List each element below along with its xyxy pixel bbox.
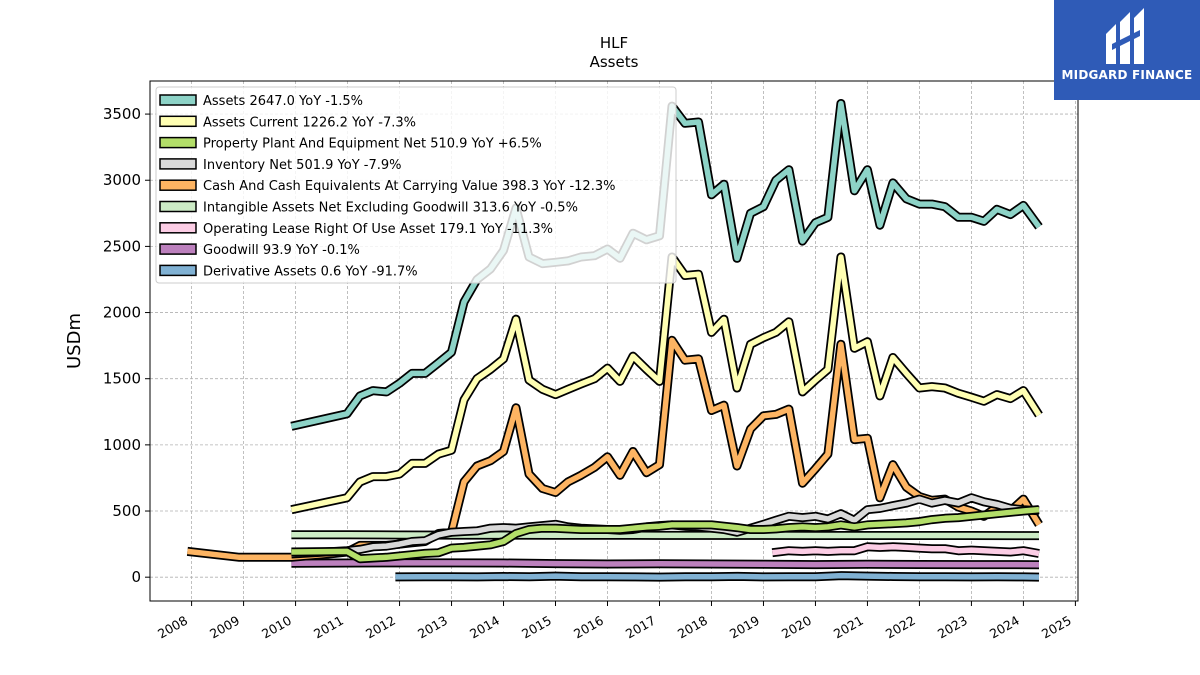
legend-swatch [159, 200, 197, 213]
legend-label: Cash And Cash Equivalents At Carrying Va… [203, 179, 615, 194]
series-property-plant-and-equipment-net [291, 505, 1040, 564]
x-tick-label: 2016 [571, 613, 606, 642]
x-tick-label: 2011 [311, 613, 346, 642]
legend-label: Property Plant And Equipment Net 510.9 Y… [203, 137, 542, 152]
legend-swatch [159, 158, 197, 170]
series-line [291, 560, 1040, 568]
series-derivative-assets [395, 571, 1040, 582]
x-tick-label: 2018 [675, 613, 710, 642]
series-goodwill [291, 558, 1040, 570]
legend-label: Inventory Net 501.9 YoY -7.9% [203, 158, 402, 173]
x-tick-label: 2021 [831, 613, 866, 642]
legend-swatch [159, 115, 197, 128]
y-tick-label: 500 [112, 502, 141, 520]
y-tick-label: 1000 [103, 436, 141, 454]
legend-label: Operating Lease Right Of Use Asset 179.1… [203, 222, 553, 237]
x-tick-label: 2025 [1039, 613, 1074, 642]
legend-label: Assets Current 1226.2 YoY -7.3% [203, 115, 416, 130]
series-intangible-assets-net-excluding-goodwill [291, 530, 1040, 541]
x-tick-label: 2022 [883, 613, 918, 642]
y-axis-ticks: 0 500 1000 1500 2000 2500 3000 3500 [103, 105, 150, 586]
legend-swatch [159, 136, 197, 149]
legend-swatch [159, 264, 197, 277]
x-tick-label: 2010 [259, 613, 294, 642]
y-tick-label: 1500 [103, 370, 141, 388]
legend-label: Assets 2647.0 YoY -1.5% [203, 94, 363, 109]
x-tick-label: 2019 [727, 613, 762, 642]
brand-logo: MIDGARD FINANCE [1054, 0, 1200, 100]
legend-box [155, 86, 677, 284]
legend-swatch [159, 243, 197, 255]
x-tick-label: 2013 [415, 613, 450, 642]
x-tick-label: 2023 [935, 613, 970, 642]
plot-frame [149, 80, 1079, 602]
x-tick-label: 2017 [623, 613, 658, 642]
series-assets [290, 99, 1043, 431]
legend-label: Intangible Assets Net Excluding Goodwill… [203, 201, 578, 216]
series-line [291, 532, 1040, 539]
series-operating-lease-right-of-use-asset [771, 542, 1040, 558]
legend-label: Derivative Assets 0.6 YoY -91.7% [203, 264, 418, 279]
x-tick-label: 2009 [207, 613, 242, 642]
midgard-logo-icon [1106, 8, 1144, 64]
series-line [290, 254, 1042, 513]
x-tick-label: 2014 [467, 613, 502, 642]
y-tick-label: 3000 [103, 171, 141, 189]
y-tick-label: 3500 [103, 105, 141, 123]
x-tick-label: 2020 [779, 613, 814, 642]
y-tick-label: 2000 [103, 304, 141, 322]
series-line [395, 572, 1040, 580]
x-tick-label: 2012 [363, 613, 398, 642]
x-tick-label: 2008 [155, 613, 190, 642]
legend-label: Goodwill 93.9 YoY -0.1% [203, 243, 360, 258]
chart-subtitle: Assets [590, 53, 639, 71]
series-line [290, 100, 1042, 429]
legend: Assets 2647.0 YoY -1.5% Assets Current 12… [155, 86, 677, 284]
series-line [291, 506, 1040, 562]
series-assets-current [290, 252, 1043, 515]
legend-swatch [159, 94, 197, 106]
legend-swatch [159, 179, 197, 191]
x-tick-label: 2015 [519, 613, 554, 642]
brand-name: MIDGARD FINANCE [1061, 68, 1193, 82]
x-tick-label: 2024 [987, 613, 1022, 642]
series-lines [186, 99, 1043, 582]
series-line [771, 544, 1040, 557]
y-axis-label: USDm [64, 313, 85, 369]
y-tick-label: 2500 [103, 237, 141, 255]
chart-title: HLF [600, 34, 628, 52]
x-axis-ticks: 2008 2009 2010 2011 2012 2013 2014 2015 2016 2017… [155, 601, 1076, 642]
legend-swatch [159, 222, 197, 234]
y-tick-label: 0 [131, 568, 141, 586]
